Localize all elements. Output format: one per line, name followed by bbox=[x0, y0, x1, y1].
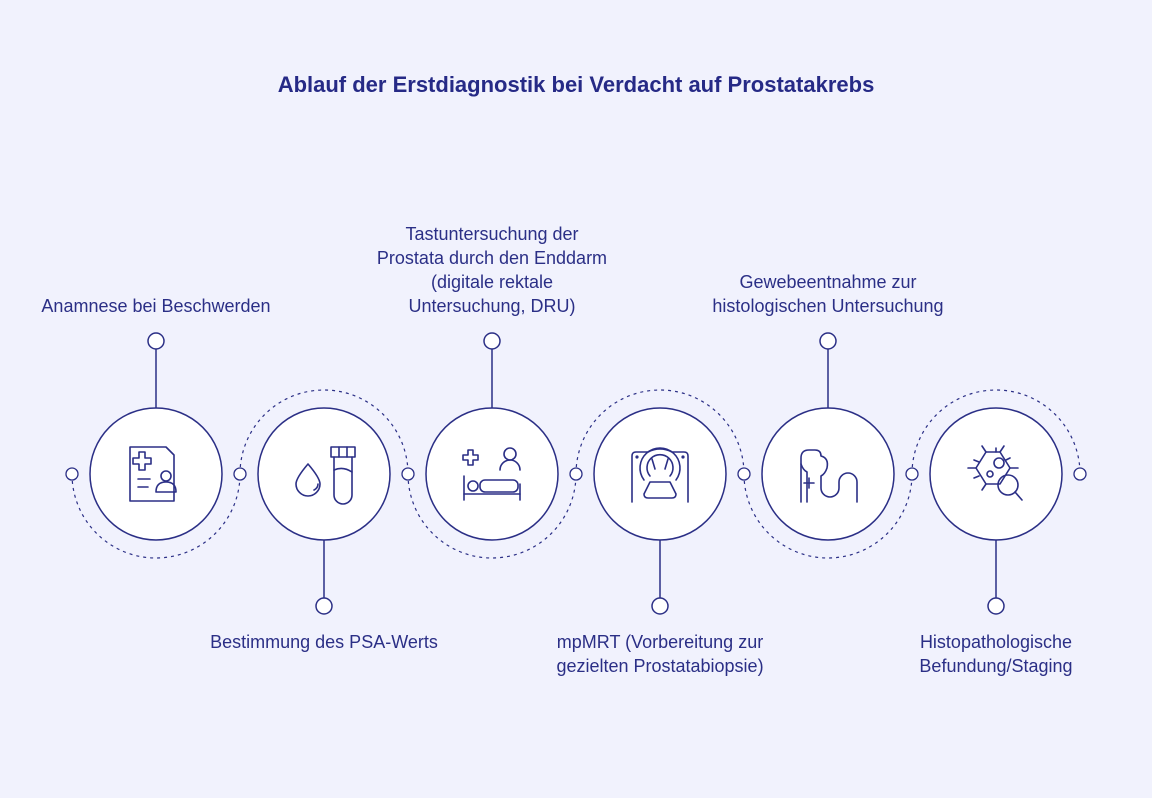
label-anchor-dot bbox=[483, 332, 501, 350]
junction-dot bbox=[65, 467, 79, 481]
blood-test-tube-icon bbox=[295, 446, 356, 505]
step-label-5: Gewebeentnahme zur histologischen Unters… bbox=[712, 272, 944, 316]
diagram-title: Ablauf der Erstdiagnostik bei Verdacht a… bbox=[277, 72, 875, 97]
junction-dot bbox=[1073, 467, 1087, 481]
junction-dot bbox=[569, 467, 583, 481]
junction-dot bbox=[401, 467, 415, 481]
label-anchor-dot bbox=[987, 597, 1005, 615]
step-label-4: mpMRT (Vorbereitung zur gezielten Prosta… bbox=[556, 632, 764, 676]
biopsy-organ-icon bbox=[800, 449, 858, 503]
step-label-1: Anamnese bei Beschwerden bbox=[41, 296, 271, 316]
step-label-6: Histopathologische Befundung/Staging bbox=[919, 632, 1073, 676]
label-anchor-dot bbox=[651, 597, 669, 615]
step-label-2: Bestimmung des PSA-Werts bbox=[210, 632, 438, 652]
step-node-6 bbox=[929, 407, 1063, 541]
junction-dot bbox=[233, 467, 247, 481]
dashed-connector-arc bbox=[743, 473, 913, 559]
label-anchor-dot bbox=[315, 597, 333, 615]
label-anchor-dot bbox=[819, 332, 837, 350]
step-node-3 bbox=[425, 407, 559, 541]
dashed-connector-arc bbox=[407, 473, 577, 559]
step-node-4 bbox=[593, 407, 727, 541]
step-node-1 bbox=[89, 407, 223, 541]
label-anchor-dot bbox=[147, 332, 165, 350]
patient-examination-icon bbox=[462, 447, 521, 501]
dashed-connector-arc bbox=[71, 473, 241, 559]
step-node-5 bbox=[761, 407, 895, 541]
junction-dot bbox=[905, 467, 919, 481]
dashed-connector-arc bbox=[239, 389, 409, 475]
step-label-3: Tastuntersuchung der Prostata durch den … bbox=[376, 224, 608, 316]
dashed-connector-arc bbox=[575, 389, 745, 475]
step-node-2 bbox=[257, 407, 391, 541]
dashed-connector-arc bbox=[911, 389, 1081, 475]
mri-scanner-icon bbox=[631, 447, 689, 503]
junction-dot bbox=[737, 467, 751, 481]
cell-magnifier-icon bbox=[967, 445, 1023, 501]
medical-record-icon bbox=[129, 446, 177, 502]
